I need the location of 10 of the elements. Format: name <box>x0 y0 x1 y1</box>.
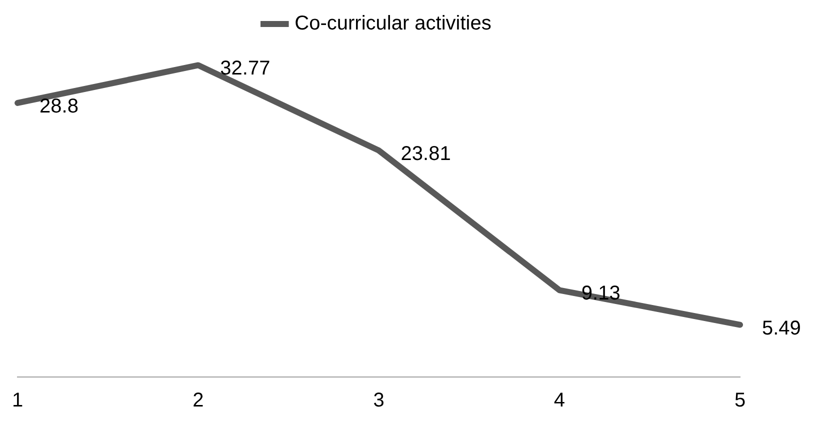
x-tick-label: 2 <box>192 390 204 412</box>
x-tick-label: 4 <box>554 390 565 412</box>
x-tick-label: 3 <box>373 390 384 412</box>
data-label: 23.81 <box>400 142 451 165</box>
data-label: 32.77 <box>220 58 270 80</box>
data-label: 28.8 <box>40 96 78 118</box>
x-tick-label: 1 <box>12 390 24 412</box>
x-tick-label: 5 <box>734 390 746 412</box>
data-label: 5.49 <box>762 317 801 340</box>
legend-label: Co-curricular activities <box>294 12 492 35</box>
